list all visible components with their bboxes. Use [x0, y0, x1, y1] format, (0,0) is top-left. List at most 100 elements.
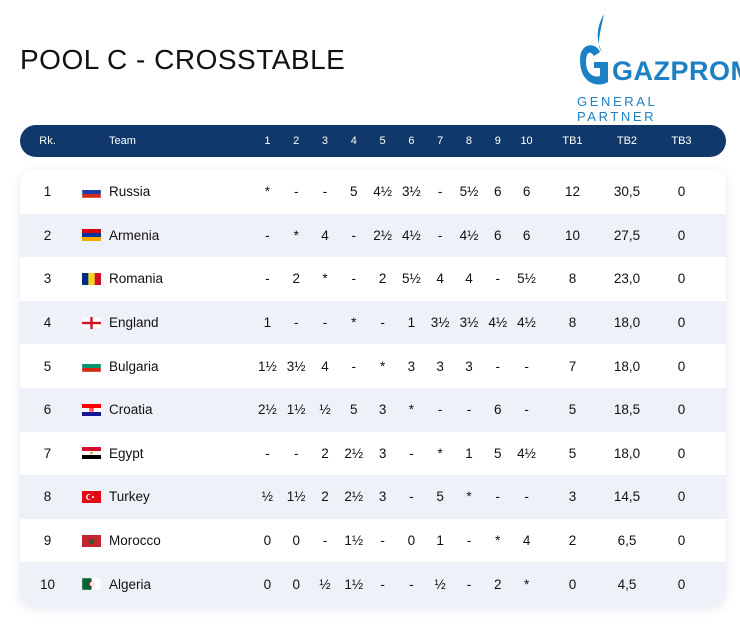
result-cell: *: [408, 402, 415, 418]
tb2-cell: 18,5: [613, 402, 641, 418]
result-cell: 6: [494, 184, 502, 200]
team-name: Romania: [109, 271, 164, 287]
result-cell: 1½: [286, 402, 306, 418]
croatia-flag-icon: [81, 403, 101, 416]
rank-cell: 5: [43, 358, 52, 374]
table-row: 8 Turkey ½ 1½ 2 2½ 3 - 5 * - - 3 14,5 0: [20, 475, 726, 519]
result-cell: 1½: [344, 533, 364, 549]
tb3-cell: 0: [677, 402, 686, 418]
rank-cell: 1: [43, 184, 52, 200]
tb1-cell: 12: [564, 184, 580, 200]
result-cell: 5: [436, 489, 444, 505]
flag-cell: [75, 316, 107, 329]
tb1-cell: 3: [568, 489, 577, 505]
rank-cell: 2: [43, 227, 52, 243]
tb2-cell: 18,0: [613, 445, 641, 461]
tb1-cell: 2: [568, 533, 577, 549]
team-name: Turkey: [109, 489, 150, 505]
result-cell: -: [495, 271, 501, 287]
header-round-6: 6: [408, 135, 415, 147]
result-cell: -: [351, 227, 357, 243]
result-cell: 4: [436, 271, 444, 287]
result-cell: 3: [378, 445, 387, 461]
tb2-cell: 27,5: [613, 227, 641, 243]
result-cell: 5½: [459, 184, 479, 200]
result-cell: 5½: [517, 271, 536, 287]
result-cell: 3: [378, 402, 387, 418]
result-cell: -: [524, 489, 529, 505]
result-cell: -: [495, 489, 501, 505]
romania-flag-icon: [81, 272, 101, 285]
tb1-cell: 0: [568, 576, 577, 592]
table-row: 7 Egypt - - 2 2½ 3 - * 1 5 4½ 5 18,0 0: [20, 431, 726, 476]
tb1-cell: 5: [568, 402, 577, 418]
result-cell: 5: [350, 402, 358, 418]
rank-cell: 4: [43, 315, 52, 331]
result-cell: 0: [263, 533, 272, 549]
header-round-5: 5: [379, 135, 386, 147]
tb2-cell: 18,0: [613, 315, 641, 331]
flag-cell: [75, 490, 107, 503]
result-cell: 2½: [344, 445, 364, 461]
logo-wordmark: GAZPROM: [612, 56, 740, 86]
result-cell: 5½: [401, 271, 421, 287]
result-cell: 4½: [459, 227, 479, 243]
algeria-flag-icon: [81, 578, 101, 591]
result-cell: -: [380, 576, 385, 592]
flag-cell: [75, 447, 107, 460]
table-row: 10 Algeria 0 0 ½ 1½ - - ½ -2 * 0 4,5 0: [20, 562, 726, 606]
result-cell: 2: [292, 271, 300, 287]
result-cell: 4: [465, 271, 473, 287]
egypt-flag-icon: [81, 447, 101, 460]
result-cell: ½: [434, 576, 446, 592]
result-cell: 3½: [430, 315, 450, 331]
crosstable: 1 Russia * - -5 4½ 3½ -5½ 6 6 12 30,5 0 2 Armenia - * 4-2…: [20, 170, 726, 606]
tb1-cell: 8: [568, 271, 577, 287]
result-cell: 3½: [459, 315, 479, 331]
result-cell: -: [495, 358, 501, 374]
result-cell: ½: [261, 489, 274, 505]
rank-cell: 7: [43, 445, 52, 461]
result-cell: 3: [407, 358, 416, 374]
result-cell: 6: [494, 402, 502, 418]
tb2-cell: 30,5: [613, 184, 641, 200]
team-name: Algeria: [109, 576, 152, 592]
header-round-3: 3: [321, 135, 329, 147]
flag-cell: [75, 534, 107, 547]
result-cell: 4½: [373, 184, 392, 200]
rank-cell: 10: [39, 576, 56, 592]
page-title: POOL C - CROSSTABLE: [20, 44, 346, 75]
header-tb2: TB2: [616, 135, 638, 147]
england-flag-icon: [81, 316, 101, 329]
flag-cell: [75, 229, 107, 242]
result-cell: 1: [436, 533, 444, 549]
result-cell: *: [264, 184, 271, 200]
table-row: 3 Romania -2 * -2 5½ 4 4-5½ 8 23,0 0: [20, 257, 726, 301]
result-cell: *: [437, 445, 443, 461]
result-cell: 1: [263, 315, 272, 331]
result-cell: -: [524, 402, 529, 418]
result-cell: 1: [407, 315, 416, 331]
result-cell: -: [524, 358, 529, 374]
tb1-cell: 5: [568, 445, 577, 461]
tb1-cell: 10: [564, 227, 580, 243]
table-header: Rk. Team 1 2 3 4 5 6 7 8 9 10 TB1 TB2 TB…: [20, 125, 726, 157]
result-cell: *: [523, 576, 530, 592]
header-round-1: 1: [264, 135, 271, 147]
team-name: Armenia: [109, 227, 160, 243]
tb2-cell: 23,0: [613, 271, 641, 287]
result-cell: 2: [321, 489, 329, 505]
bulgaria-flag-icon: [81, 360, 101, 373]
armenia-flag-icon: [81, 229, 101, 242]
result-cell: 4½: [488, 315, 508, 331]
result-cell: 2: [378, 271, 387, 287]
tb2-cell: 14,5: [613, 489, 641, 505]
tb2-cell: 18,0: [613, 358, 641, 374]
result-cell: *: [293, 227, 299, 243]
result-cell: -: [322, 315, 328, 331]
result-cell: 4: [321, 227, 329, 243]
result-cell: -: [293, 184, 299, 200]
header-round-7: 7: [437, 135, 444, 147]
result-cell: -: [466, 402, 472, 418]
result-cell: 0: [292, 576, 300, 592]
